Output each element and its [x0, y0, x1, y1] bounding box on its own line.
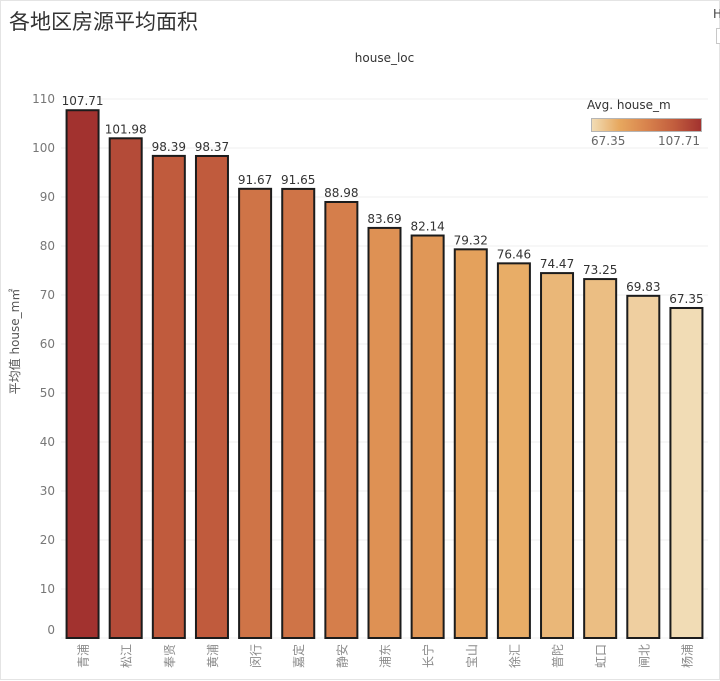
x-tick-label-1: 青浦: [77, 644, 91, 668]
value-label-2: 101.98: [105, 122, 147, 136]
bar-8[interactable]: [367, 226, 402, 639]
y-tick-label-90: 90: [40, 190, 55, 204]
x-tick-label-13: 虹口: [594, 644, 608, 668]
chart-title: 各地区房源平均面积: [9, 10, 198, 34]
y-tick-label-70: 70: [40, 288, 55, 302]
x-axis: 青浦 松江 奉贤 黄浦 闵行 嘉定 静安 浦东 长宁 宝山 徐汇 普陀 虹口 闸北 杨浦: [77, 644, 695, 668]
value-label-5: 91.67: [238, 173, 272, 187]
bar-14[interactable]: [626, 294, 661, 639]
bar-6[interactable]: [281, 187, 316, 639]
filter-dropdown[interactable]: [716, 28, 720, 44]
y-tick-label-50: 50: [40, 386, 55, 400]
bar-11[interactable]: [496, 262, 531, 639]
value-label-12: 74.47: [540, 257, 574, 271]
bar-9[interactable]: [410, 234, 445, 639]
bar-7[interactable]: [324, 200, 359, 640]
bar-13[interactable]: [583, 278, 618, 639]
y-tick-label-100: 100: [32, 141, 55, 155]
y-tick-label-0: 0: [47, 623, 55, 637]
x-tick-label-4: 黄浦: [206, 644, 220, 668]
y-axis: 0 10 20 30 40 50 60 70 80 90 100 110: [32, 92, 55, 637]
x-tick-label-11: 徐汇: [507, 644, 522, 668]
bar-1[interactable]: [65, 109, 100, 639]
y-tick-label-60: 60: [40, 337, 55, 351]
bar-4[interactable]: [194, 154, 229, 639]
value-label-7: 88.98: [324, 186, 358, 200]
value-label-13: 73.25: [583, 263, 617, 277]
value-label-1: 107.71: [62, 94, 104, 108]
x-tick-label-7: 静安: [334, 644, 349, 668]
y-tick-label-40: 40: [40, 435, 55, 449]
value-label-11: 76.46: [497, 247, 531, 261]
value-label-4: 98.37: [195, 140, 229, 154]
value-label-10: 79.32: [454, 233, 488, 247]
value-label-9: 82.14: [410, 220, 444, 234]
x-tick-label-12: 普陀: [550, 644, 565, 668]
y-tick-label-110: 110: [32, 92, 55, 106]
filter-panel: H: [712, 1, 720, 681]
y-axis-title: 平均值 house_m㎡: [7, 289, 22, 395]
bar-5[interactable]: [238, 187, 273, 640]
x-tick-label-9: 长宁: [421, 644, 436, 668]
legend-title: Avg. house_m: [587, 98, 671, 112]
x-tick-label-14: 闸北: [637, 644, 651, 668]
x-tick-label-8: 浦东: [379, 644, 393, 668]
bar-10[interactable]: [453, 248, 488, 639]
x-tick-label-15: 杨浦: [679, 644, 694, 668]
bar-12[interactable]: [540, 272, 575, 639]
legend-gradient: [591, 118, 702, 132]
bar-15[interactable]: [669, 306, 704, 639]
bar-3[interactable]: [151, 154, 186, 639]
x-tick-label-6: 嘉定: [291, 644, 306, 668]
legend-max-label: 107.71: [658, 134, 700, 148]
x-tick-label-10: 宝山: [465, 644, 479, 668]
x-tick-label-2: 松江: [120, 644, 134, 668]
value-label-3: 98.39: [152, 140, 186, 154]
x-tick-label-3: 奉贤: [163, 644, 177, 668]
filter-panel-title: H: [713, 7, 720, 21]
x-tick-label-5: 闵行: [248, 644, 263, 668]
y-tick-label-10: 10: [40, 582, 55, 596]
value-label-15: 67.35: [669, 292, 703, 306]
y-tick-label-30: 30: [40, 484, 55, 498]
value-label-8: 83.69: [367, 212, 401, 226]
y-tick-label-80: 80: [40, 239, 55, 253]
y-tick-label-20: 20: [40, 533, 55, 547]
value-label-6: 91.65: [281, 173, 315, 187]
legend-min-label: 67.35: [591, 134, 626, 148]
bars: [65, 109, 704, 640]
bar-2[interactable]: [108, 137, 143, 639]
value-label-14: 69.83: [626, 280, 660, 294]
x-axis-title: house_loc: [354, 51, 415, 65]
